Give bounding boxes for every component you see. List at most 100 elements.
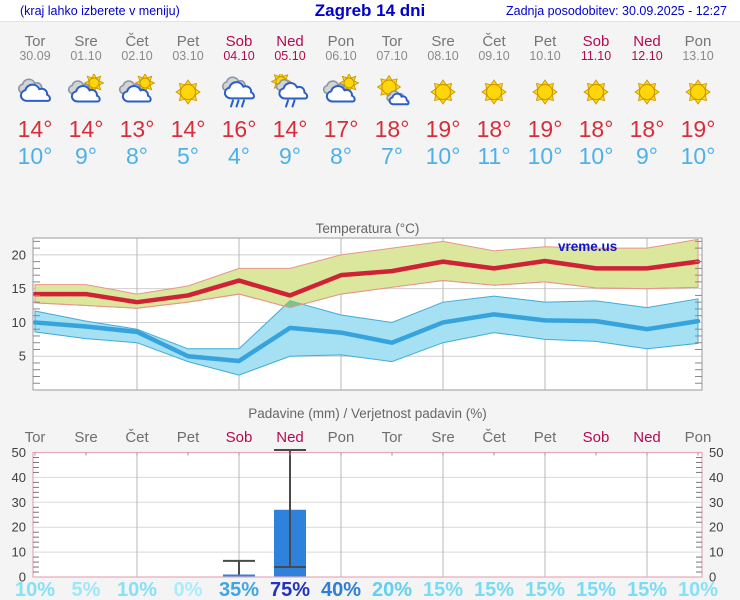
chart-day-label: Čet xyxy=(125,429,149,446)
min-temp: 10° xyxy=(527,143,563,169)
y-axis-label: 40 xyxy=(12,470,26,485)
day-date: 07.10 xyxy=(376,49,408,63)
max-temp: 14° xyxy=(272,116,308,142)
sun-cloud-icon xyxy=(67,74,105,110)
precip-probability: 15% xyxy=(423,579,463,600)
day-column: Sob 04.10 16° 4° xyxy=(214,22,265,172)
min-temp: 7° xyxy=(381,143,403,169)
chart-day-label: Pon xyxy=(328,429,355,446)
chart-title: Temperatura (°C) xyxy=(316,221,420,236)
day-column: Ned 05.10 14° 9° xyxy=(265,22,316,172)
precip-probability: 40% xyxy=(321,579,361,600)
day-column: Sre 01.10 14° 9° xyxy=(61,22,112,172)
precip-probability: 5% xyxy=(72,579,101,600)
sun-cloud-icon xyxy=(118,74,156,110)
sunny-icon xyxy=(628,74,666,110)
precip-probability: 10% xyxy=(15,579,55,600)
precip-probability: 15% xyxy=(474,579,514,600)
chart-day-label: Pet xyxy=(534,429,557,446)
day-date: 11.10 xyxy=(580,49,612,63)
day-date: 08.10 xyxy=(427,49,459,63)
day-date: 03.10 xyxy=(172,49,204,63)
min-temp-line xyxy=(32,312,701,364)
day-name: Sre xyxy=(431,33,455,50)
chart-day-label: Ned xyxy=(276,429,304,446)
page-title: Zagreb 14 dni xyxy=(314,1,426,20)
sun-small-cloud-icon xyxy=(373,74,411,110)
max-temp: 17° xyxy=(323,116,359,142)
precip-probability: 10% xyxy=(678,579,718,600)
precip-probability: 15% xyxy=(525,579,565,600)
max-temp: 16° xyxy=(221,116,257,142)
chart-day-label: Sre xyxy=(431,429,454,446)
max-temp: 19° xyxy=(680,116,716,142)
sunny-icon xyxy=(169,74,207,110)
y-axis-label: 0 xyxy=(709,570,716,585)
precip-probability: 15% xyxy=(627,579,667,600)
day-column: Čet 02.10 13° 8° xyxy=(112,22,163,172)
precip-probability: 35% xyxy=(219,579,259,600)
day-name: Pon xyxy=(327,33,355,50)
last-update: Zadnja posodobitev: 30.09.2025 - 12:27 xyxy=(505,4,727,18)
min-temp: 5° xyxy=(177,143,199,169)
day-name: Tor xyxy=(24,33,46,50)
sunny-icon xyxy=(475,74,513,110)
precip-probability: 10% xyxy=(117,579,157,600)
day-name: Čet xyxy=(482,33,506,50)
y-axis-label: 50 xyxy=(709,445,723,460)
precip-bar xyxy=(223,574,255,577)
temperature-chart: 5 10 15 20 Temperatura (°C) vreme.us xyxy=(12,221,703,391)
location-menu-note: (kraj lahko izberete v meniju) xyxy=(20,4,180,18)
min-temp: 11° xyxy=(477,143,511,169)
day-date: 06.10 xyxy=(325,49,357,63)
vreme-watermark-link[interactable]: vreme.us xyxy=(558,239,617,254)
max-temp: 14° xyxy=(68,116,104,142)
min-temp: 8° xyxy=(330,143,352,169)
cloudy-icon xyxy=(16,74,54,110)
day-column: Tor 07.10 18° 7° xyxy=(367,22,418,172)
min-temp: 9° xyxy=(75,143,97,169)
day-date: 10.10 xyxy=(529,49,561,63)
precip-probability: 75% xyxy=(270,579,310,600)
day-name: Sre xyxy=(74,33,98,50)
y-axis-label: 10 xyxy=(12,545,26,560)
header: (kraj lahko izberete v meniju) Zagreb 14… xyxy=(0,0,740,22)
precip-probability: 15% xyxy=(576,579,616,600)
y-axis-label: 5 xyxy=(19,349,26,364)
day-name: Ned xyxy=(276,33,304,50)
sun-rain-icon xyxy=(270,74,309,110)
min-temp: 10° xyxy=(425,143,461,169)
sunny-icon xyxy=(577,74,615,110)
y-axis-label: 30 xyxy=(12,495,26,510)
y-axis-label: 30 xyxy=(709,495,723,510)
max-temp-line xyxy=(32,258,701,305)
sun-cloud-icon xyxy=(322,74,360,110)
chart-day-label: Tor xyxy=(25,429,46,446)
day-name: Sob xyxy=(225,33,253,50)
max-temp: 14° xyxy=(17,116,53,142)
min-temp: 8° xyxy=(126,143,148,169)
chart-day-label: Sob xyxy=(226,429,253,446)
y-axis-label: 50 xyxy=(12,445,26,460)
day-date: 13.10 xyxy=(682,49,714,63)
day-name: Pet xyxy=(533,33,557,50)
min-temp: 9° xyxy=(279,143,301,169)
chart-title: Padavine (mm) / Verjetnost padavin (%) xyxy=(248,406,487,421)
day-column: Sre 08.10 19° 10° xyxy=(418,22,469,172)
min-temp: 9° xyxy=(636,143,658,169)
min-temp: 4° xyxy=(228,143,250,169)
max-temp: 18° xyxy=(629,116,665,142)
chart-day-label: Sre xyxy=(74,429,97,446)
max-temp: 19° xyxy=(527,116,563,142)
precip-probability: 0% xyxy=(174,579,203,600)
precip-probability: 20% xyxy=(372,579,412,600)
day-name: Sob xyxy=(582,33,610,50)
day-date: 01.10 xyxy=(70,49,102,63)
day-column: Pet 10.10 19° 10° xyxy=(520,22,571,172)
day-name: Tor xyxy=(381,33,403,50)
day-column: Ned 12.10 18° 9° xyxy=(622,22,673,172)
chart-day-label: Tor xyxy=(382,429,403,446)
y-axis-label: 10 xyxy=(12,315,26,330)
day-date: 05.10 xyxy=(274,49,306,63)
